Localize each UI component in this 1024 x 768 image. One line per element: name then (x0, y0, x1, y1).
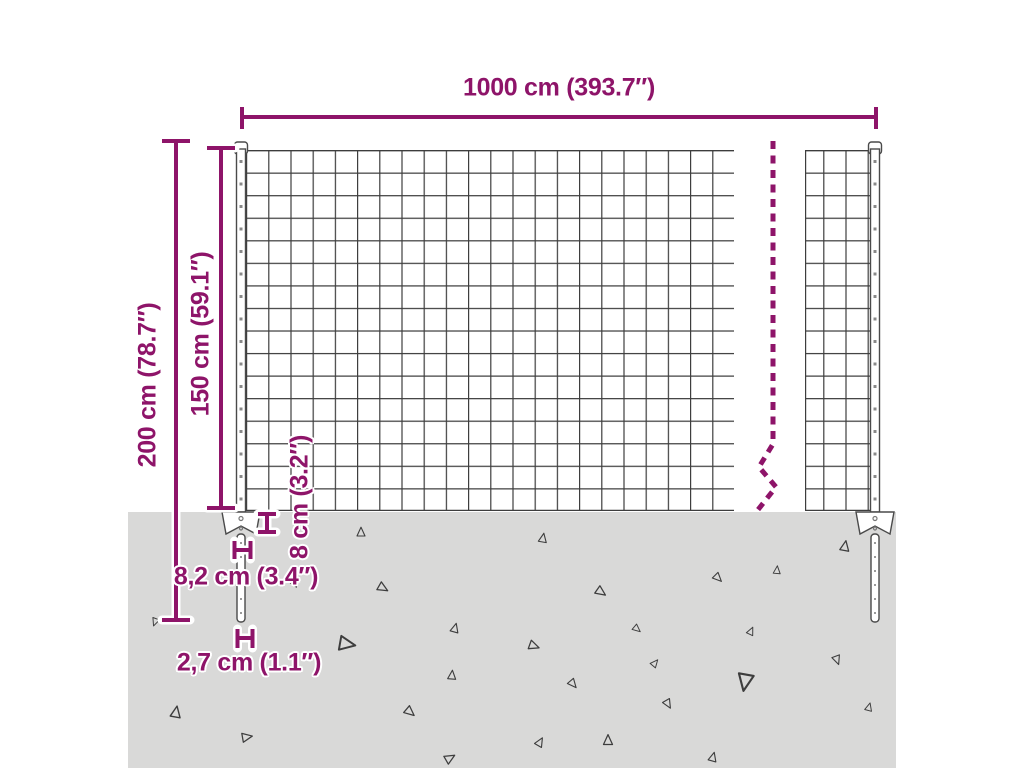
dimension-total-height (162, 139, 190, 622)
post-body (869, 148, 881, 513)
panel-break-line (755, 141, 780, 513)
right-post (855, 141, 895, 623)
label-anchor-height: 8 cm (3.2″) (285, 434, 314, 560)
dimension-fence-height (207, 146, 235, 510)
label-fence-height: 150 cm (59.1″) (186, 251, 215, 417)
anchor-plate (855, 511, 895, 536)
dimension-anchor-width (232, 541, 253, 559)
label-spike-width: 2,7 cm (1.1″) (176, 648, 322, 677)
left-post (221, 141, 261, 623)
dimension-spike-width (235, 629, 255, 648)
anchor-plate (221, 511, 261, 536)
label-total-height: 200 cm (78.7″) (133, 302, 162, 468)
ground-debris (152, 526, 872, 765)
right-mesh-panel (805, 150, 876, 511)
label-anchor-width: 8,2 cm (3.4″) (173, 562, 319, 591)
post-body (235, 148, 247, 513)
ground-spike (870, 533, 880, 623)
label-total-width: 1000 cm (393.7″) (462, 73, 656, 102)
dimension-lines (162, 107, 878, 648)
dimension-total-width (240, 107, 878, 129)
dimension-anchor-height (258, 512, 276, 534)
main-mesh-panel (246, 150, 734, 511)
